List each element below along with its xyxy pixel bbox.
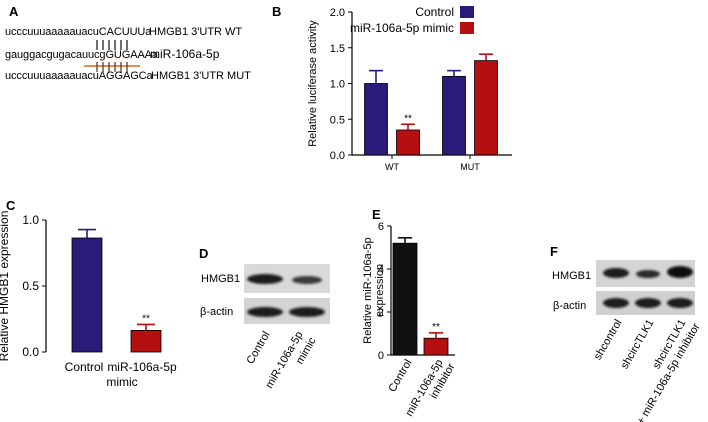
band-d-actin-mimic xyxy=(289,307,325,317)
chart-e: 0 2 4 6 Relative miR-106a-5p expression ** Cont… xyxy=(362,221,458,419)
significance-marker: ** xyxy=(142,313,150,324)
blot-f-lane-label: shcontrol xyxy=(592,318,625,363)
y-tick-label: 2 xyxy=(378,307,384,319)
band-f-hmgb1-shcontrol xyxy=(603,268,629,278)
bar xyxy=(392,242,418,356)
band-f-hmgb1-shcirc-inhibitor xyxy=(667,266,693,278)
band-f-hmgb1-shcirc xyxy=(636,270,660,278)
y-tick-label: 0.5 xyxy=(330,114,345,126)
y-axis-label: Relative luciferase activity xyxy=(307,20,319,147)
bar xyxy=(71,237,103,353)
y-axis-label: expression xyxy=(374,264,386,317)
band-d-actin-control xyxy=(247,307,283,317)
y-axis-label: Relative HMGB1 expression xyxy=(0,211,11,362)
significance-marker: ** xyxy=(404,113,412,124)
mut-utr-label: HMGB1 3'UTR MUT xyxy=(151,70,251,82)
blot-f-row-hmgb1: HMGB1 xyxy=(552,270,592,282)
y-axis-label: Relative miR-106a-5p xyxy=(362,237,374,343)
x-tick-label: MUT xyxy=(460,162,480,172)
chart-b: 0.0 0.5 1.0 1.5 2.0 Relative luciferase activ… xyxy=(307,5,512,172)
legend-label-mimic: miR-106a-5p mimic xyxy=(350,21,454,35)
mirna-sequence: gauggacgugacauucgGUGAAAa xyxy=(5,49,158,61)
x-tick-label: mimic xyxy=(106,375,137,389)
panel-a-label: A xyxy=(9,4,19,19)
wt-utr-label: HMGB1 3'UTR WT xyxy=(149,26,243,38)
blot-f-row-actin: β-actin xyxy=(553,300,587,312)
y-tick-label: 6 xyxy=(378,221,384,233)
y-tick-label: 0.0 xyxy=(22,345,39,359)
band-d-hmgb1-control xyxy=(247,274,283,284)
bar xyxy=(130,329,162,353)
band-f-actin-shcontrol xyxy=(603,298,629,308)
mut-utr-sequence: ucccuuuaaaaauacuAGGAGCa xyxy=(5,70,153,82)
x-tick-label: WT xyxy=(385,162,399,172)
panel-f-label: F xyxy=(550,244,558,259)
bar xyxy=(396,129,420,156)
x-tick-label: Control xyxy=(386,358,414,395)
y-tick-label: 0 xyxy=(378,350,384,362)
legend-swatch-control xyxy=(460,6,474,18)
blot-d-row-hmgb1: HMGB1 xyxy=(201,273,241,285)
band-d-hmgb1-mimic xyxy=(292,276,322,284)
y-tick-label: 1.0 xyxy=(330,79,345,91)
legend-swatch-mimic xyxy=(460,22,474,34)
legend-label-control: Control xyxy=(415,5,454,19)
panel-c-label: C xyxy=(6,198,16,213)
y-tick-label: 2.0 xyxy=(330,7,345,19)
bar xyxy=(474,60,498,156)
seed-pairing xyxy=(84,40,140,72)
significance-marker: ** xyxy=(432,322,440,333)
bar xyxy=(423,337,449,356)
chart-c: 0.0 0.5 1.0 Relative HMGB1 expression ** Cont… xyxy=(0,211,177,389)
y-tick-label: 1.5 xyxy=(330,43,345,55)
blot-d-lane-label: Control xyxy=(244,330,272,367)
bar xyxy=(364,83,388,156)
panel-b-label: B xyxy=(272,4,282,19)
y-tick-label: 4 xyxy=(378,264,384,276)
y-tick-label: 0.5 xyxy=(22,279,39,293)
band-f-actin-shcirc-inhibitor xyxy=(667,298,693,308)
y-tick-label: 0.0 xyxy=(330,150,345,162)
wt-utr-sequence: ucccuuuaaaaauacuCACUUUa xyxy=(5,26,152,38)
mirna-label: miR-106a-5p xyxy=(150,47,220,61)
x-tick-label: Control xyxy=(65,360,104,374)
panel-e-label: E xyxy=(372,207,381,222)
blot-d-row-actin: β-actin xyxy=(200,306,234,318)
y-tick-label: 1.0 xyxy=(22,213,39,227)
band-f-actin-shcirc xyxy=(635,298,661,308)
legend: Control miR-106a-5p mimic xyxy=(350,5,474,35)
bar xyxy=(442,75,466,156)
x-tick-label: miR-106a-5p xyxy=(107,360,177,374)
panel-d-label: D xyxy=(199,246,209,261)
